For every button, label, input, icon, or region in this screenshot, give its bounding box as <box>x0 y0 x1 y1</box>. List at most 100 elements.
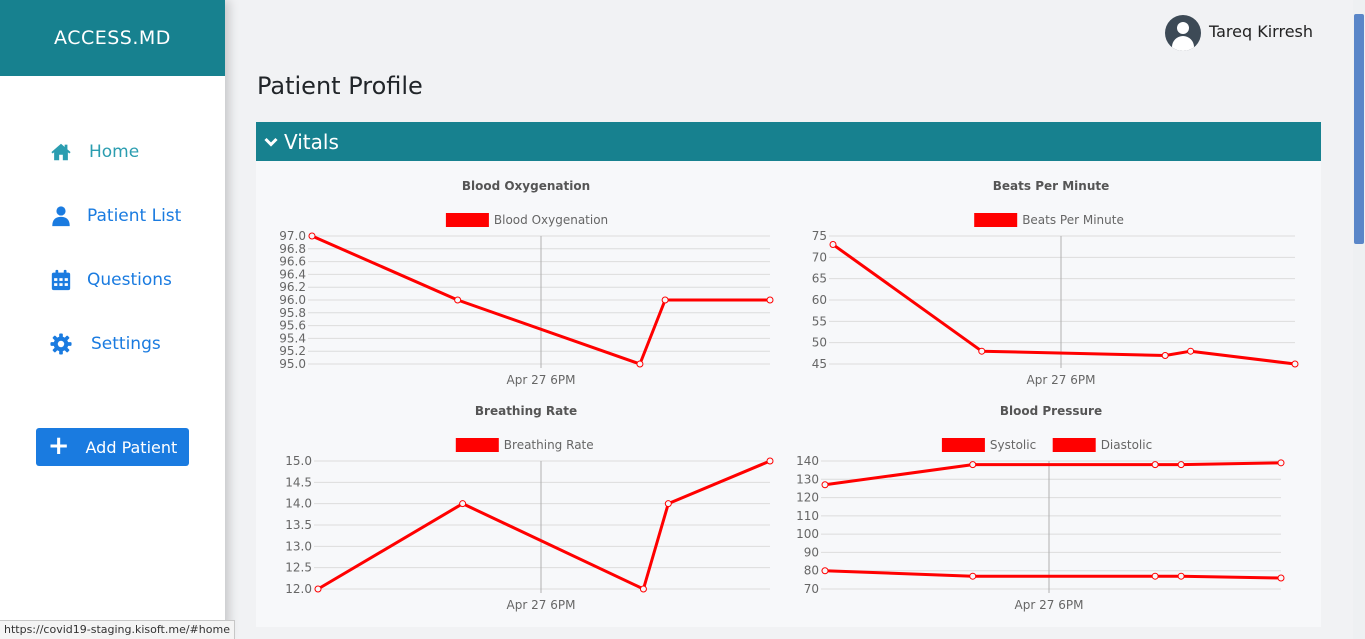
data-point <box>1177 572 1185 580</box>
x-tick-label: Apr 27 6PM <box>1015 598 1084 612</box>
y-tick-label: 96.6 <box>279 255 306 269</box>
sidebar-item-settings[interactable]: Settings <box>49 332 161 356</box>
y-tick-label: 140 <box>796 454 819 468</box>
data-point <box>636 360 644 368</box>
data-point <box>969 461 977 469</box>
y-tick-label: 96.2 <box>279 280 306 294</box>
data-point <box>829 241 837 249</box>
data-point <box>314 585 322 593</box>
data-point <box>821 481 829 489</box>
sidebar-item-label: Patient List <box>87 206 182 226</box>
y-tick-label: 12.5 <box>285 561 312 575</box>
y-tick-label: 50 <box>812 336 827 350</box>
chart-beats-per-minute: Beats Per Minute Beats Per Minute 75 70 65 60… <box>812 179 1299 387</box>
data-point <box>459 500 467 508</box>
legend-swatch <box>941 438 985 452</box>
legend-swatch <box>1052 438 1096 452</box>
data-point <box>1291 360 1299 368</box>
y-tick-label: 65 <box>812 272 827 286</box>
brand-logo[interactable]: ACCESS.MD <box>0 0 225 76</box>
data-point <box>978 347 986 355</box>
legend-swatch <box>974 213 1018 227</box>
y-tick-label: 96.4 <box>279 267 306 281</box>
chart-breathing-rate: Breathing Rate Breathing Rate 15.0 14.5 14.0… <box>285 404 774 612</box>
sidebar-item-label: Settings <box>91 334 161 354</box>
series-line <box>824 569 1282 580</box>
y-tick-label: 15.0 <box>285 454 312 468</box>
vitals-section-header[interactable]: Vitals <box>256 122 1321 161</box>
data-point <box>661 296 669 304</box>
add-patient-button[interactable]: + Add Patient <box>36 428 189 466</box>
chart-title: Blood Oxygenation <box>462 179 590 193</box>
chart-title: Breathing Rate <box>475 404 577 418</box>
gear-icon <box>49 332 73 356</box>
y-tick-label: 60 <box>812 293 827 307</box>
y-tick-label: 90 <box>804 545 819 559</box>
page-title: Patient Profile <box>257 72 423 100</box>
avatar-icon <box>1165 15 1201 51</box>
y-tick-label: 120 <box>796 491 819 505</box>
vitals-panel: Blood Oxygenation Blood Oxygenation 97.0 96… <box>256 161 1321 627</box>
scrollbar[interactable] <box>1353 0 1365 639</box>
sidebar-item-patient-list[interactable]: Patient List <box>49 204 181 228</box>
y-tick-label: 45 <box>812 357 827 371</box>
sidebar: ACCESS.MD Home Patient List Questions <box>0 0 225 639</box>
status-url: https://covid19-staging.kisoft.me/#home <box>0 620 235 639</box>
vitals-charts: Blood Oxygenation Blood Oxygenation 97.0 96… <box>279 179 1299 612</box>
data-point <box>454 296 462 304</box>
legend-label: Beats Per Minute <box>1022 213 1124 227</box>
data-point <box>664 500 672 508</box>
home-icon <box>49 140 73 164</box>
data-point <box>1161 351 1169 359</box>
legend-label: Diastolic <box>1101 438 1153 452</box>
y-tick-label: 12.0 <box>285 582 312 596</box>
legend-label: Blood Oxygenation <box>494 213 608 227</box>
user-menu[interactable]: Tareq Kirresh <box>1165 12 1313 51</box>
y-tick-label: 97.0 <box>279 229 306 243</box>
data-point <box>1277 574 1285 582</box>
legend-label: Breathing Rate <box>504 438 594 452</box>
data-point <box>308 232 316 240</box>
chart-blood-pressure: Blood Pressure Systolic Diastolic 140 130 120… <box>796 404 1285 612</box>
series-line <box>832 243 1296 366</box>
add-patient-label: Add Patient <box>85 437 178 457</box>
legend-label: Systolic <box>990 438 1036 452</box>
y-tick-label: 95.8 <box>279 306 306 320</box>
data-point <box>766 296 774 304</box>
data-point <box>1151 572 1159 580</box>
chevron-down-icon <box>264 137 278 147</box>
data-point <box>821 567 829 575</box>
scrollbar-thumb[interactable] <box>1354 14 1364 244</box>
plus-icon: + <box>47 430 70 461</box>
y-tick-label: 95.6 <box>279 319 306 333</box>
x-tick-label: Apr 27 6PM <box>507 373 576 387</box>
data-point <box>1277 459 1285 467</box>
data-point <box>1177 461 1185 469</box>
y-tick-label: 95.2 <box>279 344 306 358</box>
y-tick-label: 55 <box>812 314 827 328</box>
y-tick-label: 110 <box>796 509 819 523</box>
data-point <box>1187 347 1195 355</box>
x-tick-label: Apr 27 6PM <box>507 598 576 612</box>
vitals-label: Vitals <box>284 129 339 154</box>
y-tick-label: 14.0 <box>285 497 312 511</box>
user-icon <box>49 204 73 228</box>
legend-swatch <box>445 213 489 227</box>
sidebar-item-home[interactable]: Home <box>49 140 139 164</box>
chart-title: Blood Pressure <box>1000 404 1102 418</box>
data-point <box>1151 461 1159 469</box>
y-tick-label: 70 <box>804 582 819 596</box>
data-point <box>766 457 774 465</box>
y-tick-label: 80 <box>804 564 819 578</box>
y-tick-label: 14.5 <box>285 475 312 489</box>
series-line <box>824 461 1282 487</box>
sidebar-item-questions[interactable]: Questions <box>49 268 172 292</box>
sidebar-item-label: Questions <box>87 270 172 290</box>
y-tick-label: 100 <box>796 527 819 541</box>
y-tick-label: 95.0 <box>279 357 306 371</box>
y-tick-label: 13.0 <box>285 539 312 553</box>
x-tick-label: Apr 27 6PM <box>1027 373 1096 387</box>
y-tick-label: 130 <box>796 472 819 486</box>
y-tick-label: 70 <box>812 250 827 264</box>
chart-blood-oxygenation: Blood Oxygenation Blood Oxygenation 97.0 96… <box>279 179 774 387</box>
